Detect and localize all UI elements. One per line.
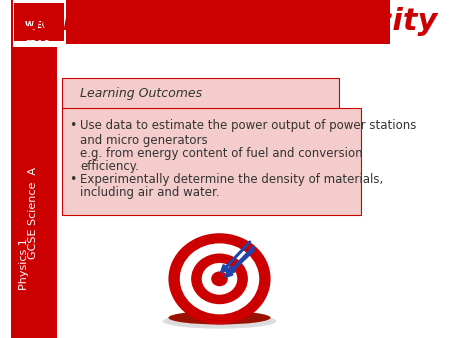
FancyBboxPatch shape [63,78,339,110]
Ellipse shape [163,314,276,329]
Text: •: • [69,173,77,186]
Circle shape [180,243,259,314]
Text: WJEC: WJEC [25,21,49,30]
FancyBboxPatch shape [11,0,57,338]
Text: CBAC: CBAC [25,40,50,49]
Text: Experimentally determine the density of materials,: Experimentally determine the density of … [80,173,383,186]
Circle shape [202,263,237,295]
FancyBboxPatch shape [11,0,390,44]
Text: including air and water.: including air and water. [80,186,220,199]
Text: Physics 1: Physics 1 [18,238,28,290]
FancyBboxPatch shape [14,3,63,41]
Text: Use data to estimate the power output of power stations: Use data to estimate the power output of… [80,119,417,132]
FancyBboxPatch shape [63,108,361,215]
Circle shape [211,271,228,286]
Text: •: • [69,119,77,132]
Circle shape [168,233,270,324]
FancyBboxPatch shape [14,0,66,47]
Circle shape [191,254,248,304]
Ellipse shape [168,311,270,324]
Text: Learning Outcomes: Learning Outcomes [80,88,202,100]
Text: e.g. from energy content of fuel and conversion: e.g. from energy content of fuel and con… [80,147,363,160]
Text: GCSE Science  A: GCSE Science A [28,167,38,259]
Text: efficiency.: efficiency. [80,160,139,173]
Text: Generation of Electricity: Generation of Electricity [17,7,437,37]
Text: and micro generators: and micro generators [80,134,208,147]
